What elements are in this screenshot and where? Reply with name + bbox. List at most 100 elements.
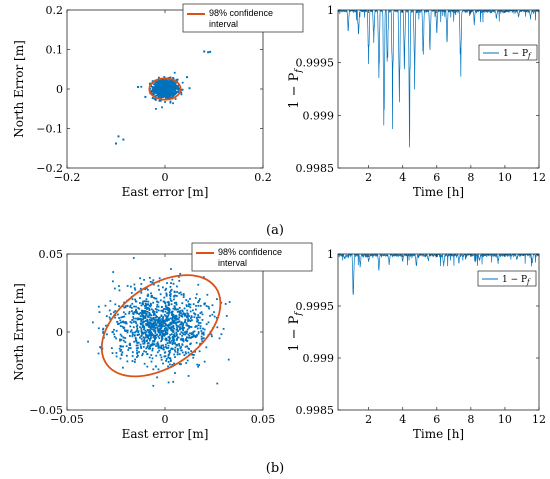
scatter-point	[158, 277, 161, 280]
scatter-point	[171, 314, 173, 316]
scatter-point	[213, 311, 215, 314]
scatter-point	[144, 329, 147, 332]
scatter-point	[124, 341, 127, 344]
scatter-point	[142, 342, 145, 345]
scatter-point	[178, 306, 181, 309]
scatter-point	[168, 82, 171, 85]
scatter-point	[198, 298, 201, 300]
scatter-point	[199, 342, 202, 345]
scatter-point	[148, 356, 151, 359]
scatter-point	[174, 315, 177, 318]
scatter-point	[133, 311, 136, 314]
scatter-point	[185, 305, 188, 308]
scatter-point	[180, 293, 183, 296]
scatter-point	[177, 318, 180, 320]
scatter-point	[172, 92, 175, 95]
scatter-point	[171, 278, 174, 281]
scatter-point	[136, 344, 139, 347]
scatter-point	[174, 83, 177, 86]
scatter-point	[187, 315, 190, 318]
scatter-point	[163, 333, 166, 335]
scatter-point	[197, 365, 200, 368]
scatter-point	[165, 294, 168, 297]
scatter-point	[160, 99, 162, 102]
scatter-point	[153, 86, 156, 88]
scatter-point	[168, 310, 171, 313]
scatter-point	[153, 343, 156, 346]
scatter-point	[163, 93, 166, 96]
scatter-point	[112, 311, 115, 314]
scatter-point	[181, 338, 184, 341]
confidence-ellipse	[100, 274, 222, 378]
scatter-point	[174, 82, 177, 85]
scatter-point	[161, 82, 163, 85]
scatter-point	[140, 347, 143, 349]
scatter-point	[126, 331, 129, 334]
scatter-point	[142, 317, 145, 320]
scatter-point	[168, 327, 171, 330]
scatter-point	[181, 310, 184, 313]
scatter-point	[158, 325, 161, 328]
legend-box	[182, 3, 304, 33]
scatter-point	[125, 354, 128, 357]
scatter-point	[173, 308, 176, 311]
scatter-point	[123, 315, 126, 318]
scatter-point	[134, 331, 136, 334]
scatter-point	[199, 312, 202, 315]
scatter-point	[152, 329, 155, 331]
scatter-point	[124, 305, 127, 308]
scatter-point	[115, 142, 117, 145]
scatter-point	[204, 302, 206, 305]
scatter-point	[145, 323, 147, 325]
scatter-point	[178, 292, 181, 295]
scatter-point	[169, 79, 172, 82]
scatter-point	[161, 329, 163, 332]
scatter-point	[153, 89, 156, 91]
scatter-point	[175, 303, 178, 306]
scatter-point	[165, 292, 168, 295]
scatter-point	[152, 283, 155, 286]
scatter-point	[197, 332, 200, 335]
scatter-point	[149, 338, 152, 340]
scatter-point	[172, 102, 174, 105]
scatter-point	[170, 333, 173, 336]
scatter-point	[97, 352, 100, 355]
scatter-point	[169, 333, 172, 336]
scatter-point	[164, 343, 167, 346]
scatter-point	[193, 312, 195, 315]
scatter-point	[140, 345, 142, 348]
scatter-point	[184, 318, 187, 321]
scatter-point	[119, 325, 122, 327]
scatter-point	[177, 308, 179, 311]
a-scatter-chart: −0.2 0 0.2 −0.2 −0.1 0 0.1 0.2 East error [m] Nor…	[12, 3, 304, 199]
x-tick-label: 4	[399, 171, 406, 184]
scatter-point	[173, 71, 176, 74]
scatter-point	[147, 294, 149, 297]
scatter-point	[132, 257, 135, 259]
scatter-point	[187, 351, 190, 354]
scatter-point	[144, 320, 147, 322]
scatter-point	[132, 326, 135, 329]
scatter-point	[113, 287, 116, 290]
scatter-point	[145, 331, 148, 333]
scatter-point	[128, 312, 130, 315]
scatter-point	[164, 346, 167, 348]
scatter-point	[119, 319, 122, 322]
scatter-point	[109, 313, 112, 315]
scatter-point	[173, 87, 176, 90]
scatter-point	[140, 323, 142, 326]
scatter-point	[118, 289, 121, 292]
a-line-chart: 2 4 6 8 10 12 0.9985 0.999 0.9995 1 Time [h] 1 − Pf…	[287, 4, 546, 199]
scatter-point	[156, 320, 159, 323]
scatter-point	[109, 318, 112, 321]
scatter-point	[145, 300, 148, 303]
scatter-point	[164, 82, 167, 84]
scatter-point	[165, 316, 168, 318]
scatter-point	[173, 91, 175, 94]
legend-label: 98% confidence	[209, 8, 273, 18]
scatter-point	[123, 329, 126, 331]
scatter-point	[179, 323, 182, 326]
scatter-point	[137, 317, 139, 320]
y-tick-label: 0	[56, 83, 63, 96]
scatter-point	[168, 337, 171, 339]
